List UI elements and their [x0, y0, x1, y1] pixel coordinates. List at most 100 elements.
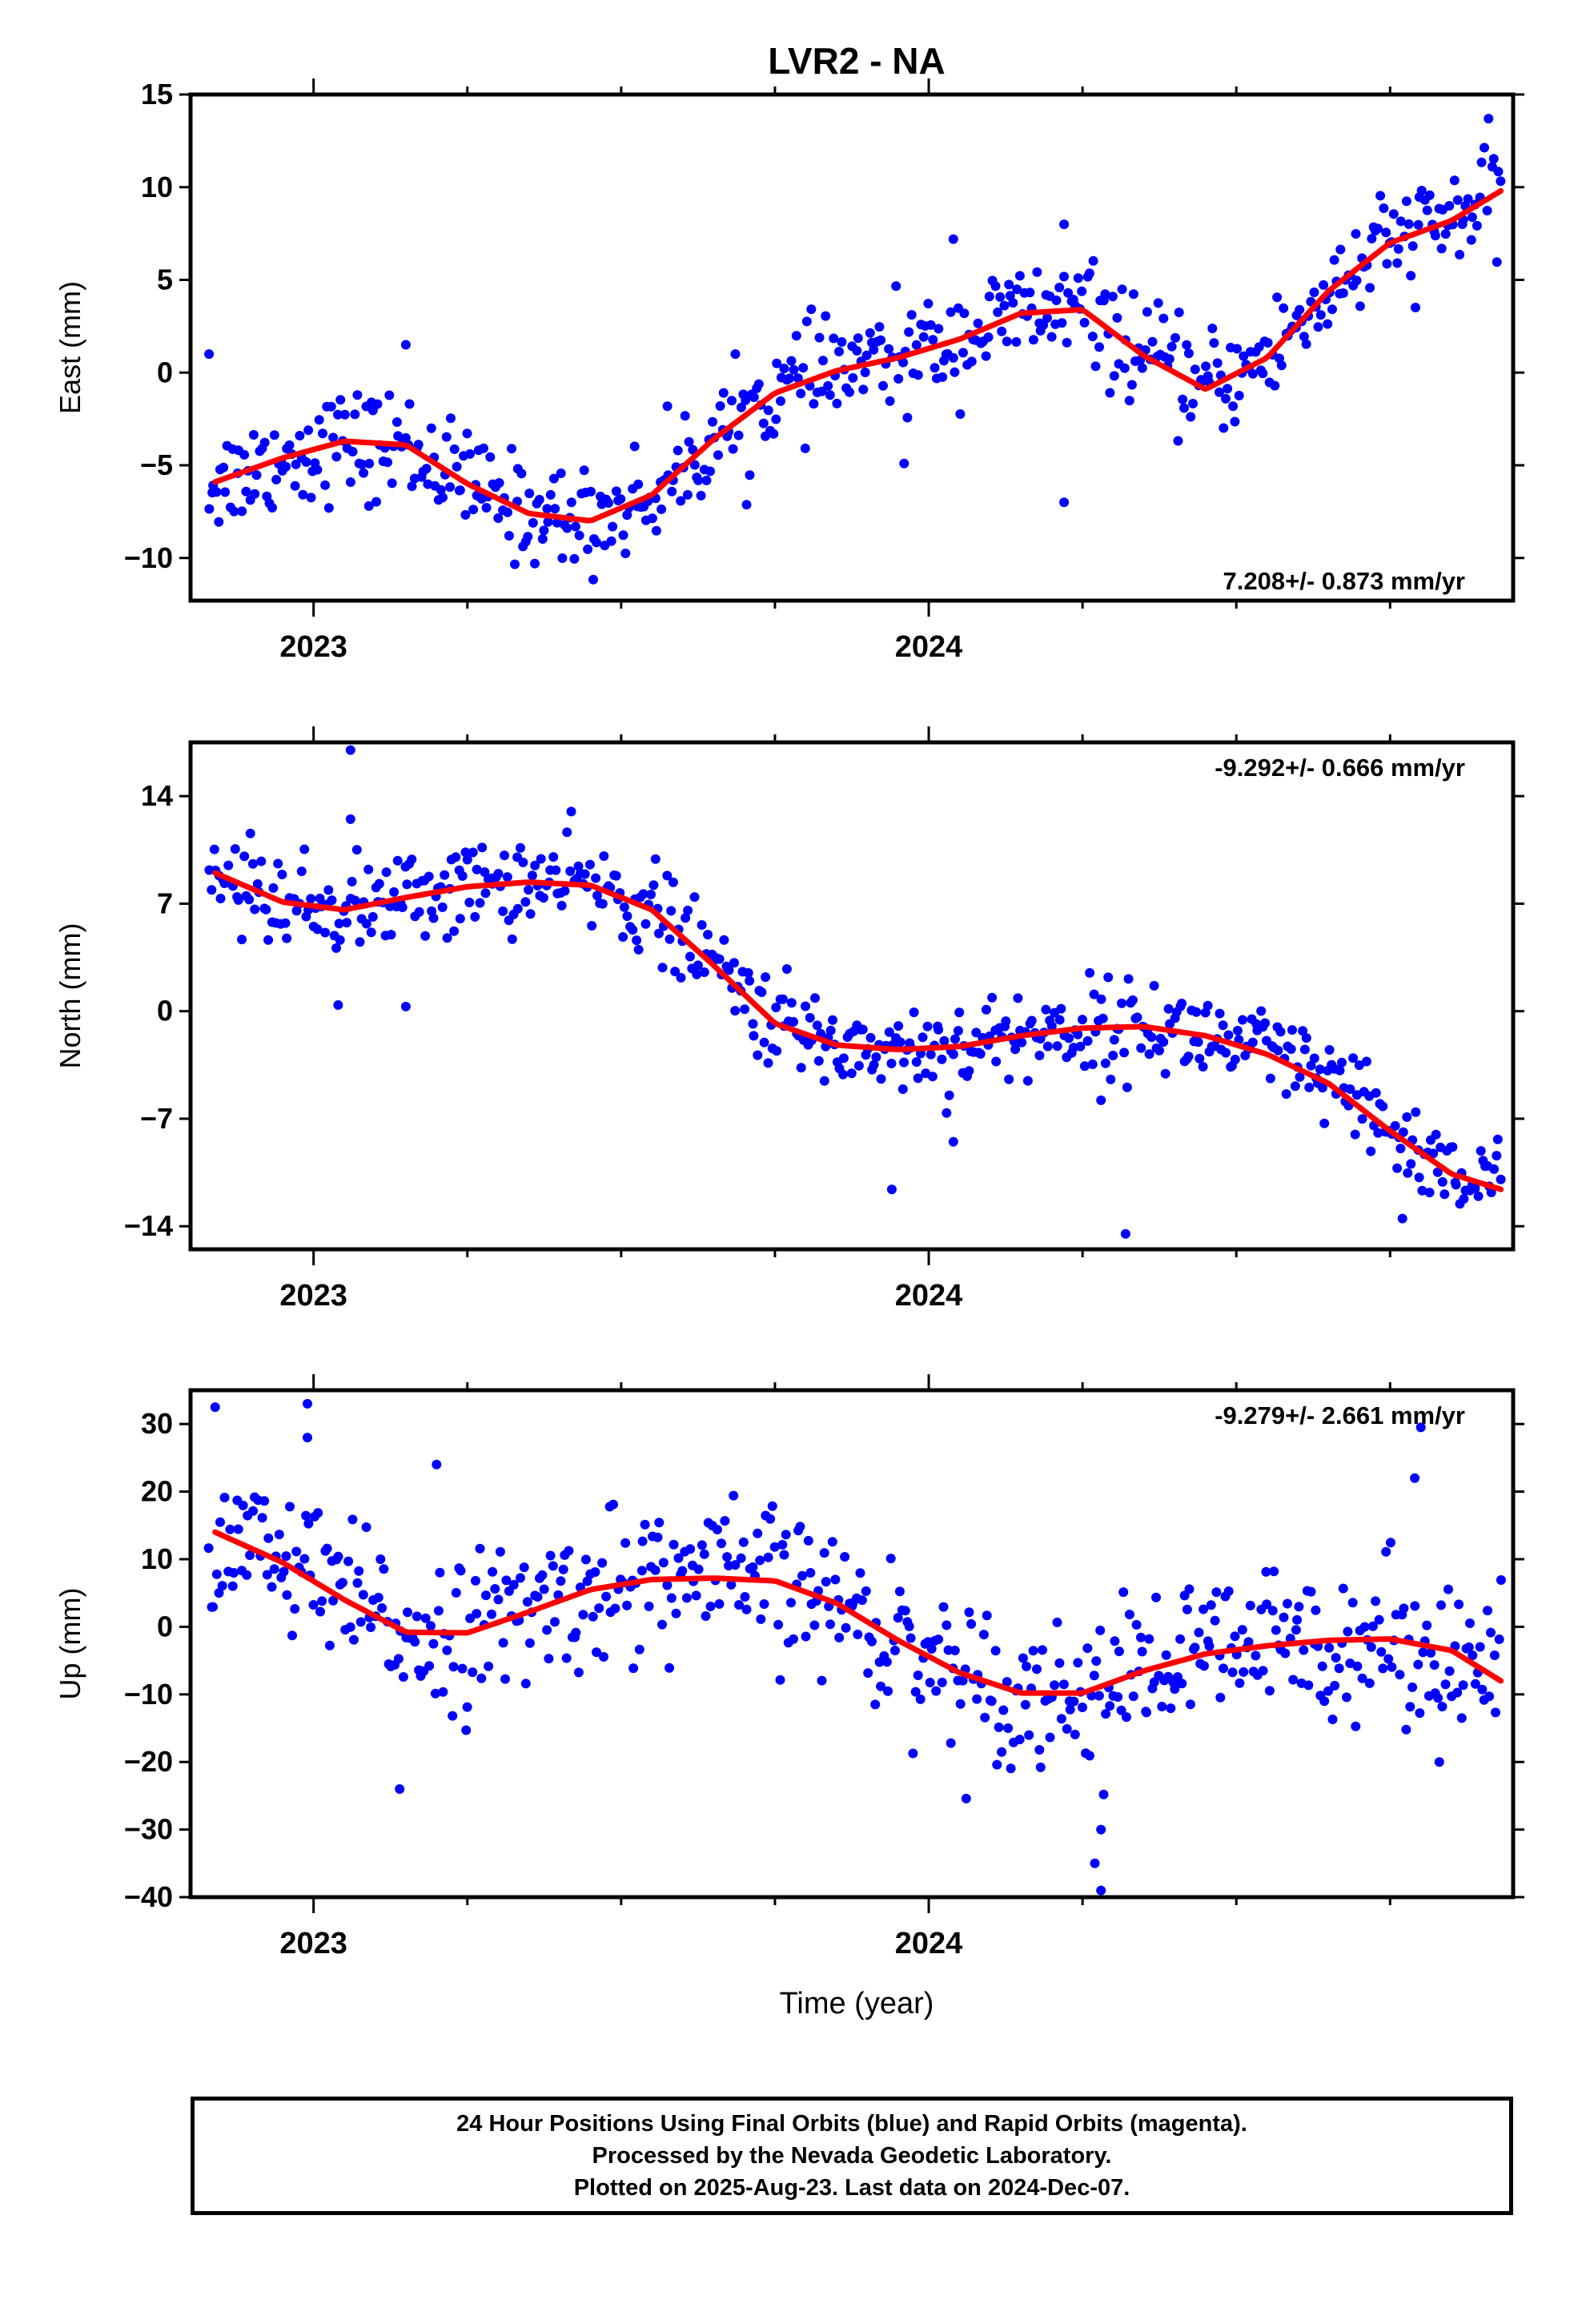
data-point: [1230, 1055, 1240, 1064]
data-point: [1079, 1061, 1090, 1072]
data-point-outlier: [333, 1000, 343, 1010]
data-point: [669, 1539, 679, 1550]
data-point: [1484, 114, 1494, 124]
data-point: [1142, 1707, 1151, 1718]
data-point: [1223, 1030, 1234, 1040]
data-point: [1052, 1041, 1062, 1051]
data-point: [972, 1694, 982, 1704]
data-point: [475, 898, 485, 908]
data-point: [359, 468, 369, 478]
data-point: [1494, 1634, 1504, 1644]
data-point: [741, 500, 752, 510]
data-point: [1105, 1701, 1115, 1711]
data-point: [460, 847, 471, 858]
data-point: [1062, 1723, 1072, 1734]
data-point: [1395, 1144, 1406, 1154]
data-point: [1291, 1625, 1301, 1635]
data-point: [1063, 287, 1074, 298]
data-point: [588, 1611, 598, 1622]
data-point: [1375, 191, 1386, 201]
data-point: [1352, 1661, 1363, 1671]
data-point: [611, 870, 621, 881]
caption-line-2: Processed by the Nevada Geodetic Laborat…: [592, 2143, 1112, 2169]
data-point: [551, 865, 561, 875]
data-point: [1056, 1714, 1066, 1724]
data-point: [599, 1651, 608, 1662]
data-point: [1118, 1587, 1129, 1598]
data-point: [946, 1738, 956, 1748]
data-point: [604, 498, 613, 508]
data-point: [1484, 1691, 1495, 1702]
data-point: [335, 935, 345, 945]
data-point: [267, 1582, 277, 1592]
data-point: [827, 1537, 837, 1547]
data-point: [537, 1570, 548, 1580]
data-point: [569, 553, 580, 564]
data-point: [306, 493, 316, 503]
data-point: [550, 1617, 560, 1627]
data-point: [1323, 1686, 1333, 1696]
data-point: [928, 335, 938, 345]
data-point: [1237, 1625, 1247, 1635]
data-point: [1025, 287, 1035, 298]
data-point: [597, 899, 608, 909]
data-point: [1235, 1678, 1245, 1688]
data-point: [869, 344, 879, 355]
data-point: [685, 1544, 696, 1554]
data-point: [1433, 1693, 1443, 1703]
data-point: [516, 468, 527, 479]
data-point: [1388, 209, 1399, 219]
data-point: [287, 1630, 297, 1641]
data-point: [204, 504, 215, 514]
data-point: [830, 1574, 841, 1585]
data-point: [219, 462, 229, 472]
data-point: [800, 443, 810, 453]
data-point: [1426, 1647, 1436, 1658]
data-point: [536, 854, 546, 864]
data-point: [748, 1562, 758, 1572]
data-point: [1190, 1642, 1200, 1653]
data-point: [1034, 1745, 1045, 1755]
data-point: [262, 1570, 272, 1580]
y-tick-label: 14: [141, 779, 173, 812]
data-point: [817, 386, 827, 396]
x-tick-label: 2023: [279, 630, 347, 664]
data-point: [1407, 1682, 1418, 1692]
data-point: [389, 887, 400, 897]
data-point: [1112, 312, 1122, 323]
data-point: [1279, 303, 1289, 313]
data-point: [322, 1543, 332, 1554]
data-point: [1387, 1662, 1397, 1672]
data-point: [448, 1711, 458, 1721]
data-point: [452, 461, 462, 472]
data-point: [361, 1522, 371, 1532]
data-point: [1223, 1586, 1234, 1596]
data-point: [331, 452, 342, 462]
data-point: [355, 1617, 366, 1627]
data-point-outlier: [1415, 1422, 1426, 1433]
data-point: [1046, 332, 1057, 342]
plot-frame: [188, 92, 1516, 603]
data-point: [564, 1546, 574, 1556]
data-point: [1492, 1151, 1502, 1161]
data-point: [548, 852, 559, 862]
data-point: [973, 318, 983, 328]
data-point: [214, 517, 224, 527]
x-tick-label: 2023: [279, 1927, 347, 1960]
data-point: [1194, 1627, 1204, 1638]
data-point-outlier: [886, 1184, 897, 1195]
data-point: [207, 885, 217, 895]
data-point: [1496, 176, 1506, 187]
data-point: [347, 447, 358, 456]
data-point: [628, 925, 638, 935]
data-point: [1422, 1620, 1432, 1630]
data-point: [730, 1006, 741, 1016]
data-point: [1437, 1702, 1447, 1711]
data-point: [786, 998, 797, 1008]
data-point: [1100, 289, 1110, 300]
data-point: [1183, 348, 1194, 359]
data-point: [1239, 351, 1249, 361]
data-point: [1281, 1089, 1291, 1100]
data-point: [301, 1510, 311, 1521]
data-point: [579, 465, 589, 476]
